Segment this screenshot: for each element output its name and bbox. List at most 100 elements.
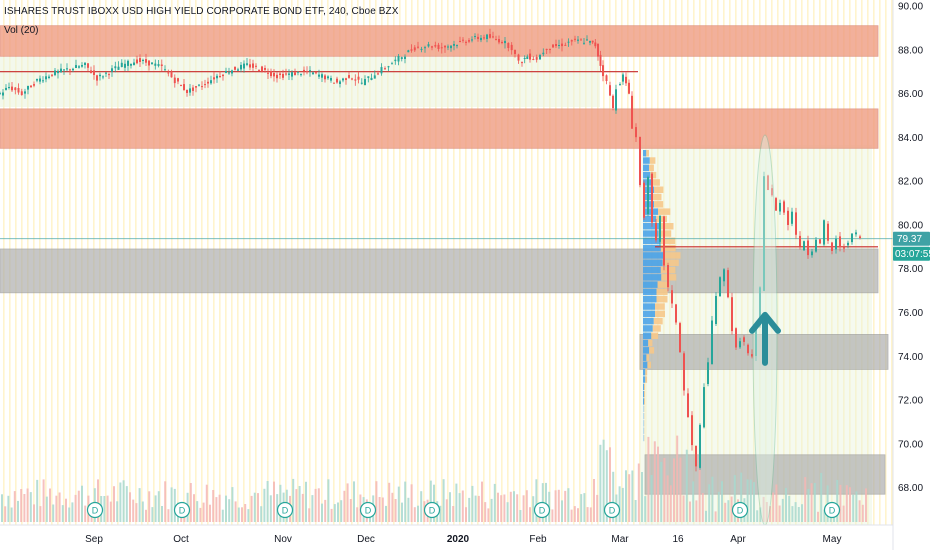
volume-bar (74, 494, 77, 522)
volume-bar (749, 479, 752, 522)
candle-body (213, 77, 215, 80)
volume-profile-bar (650, 171, 657, 179)
volume-bar (439, 505, 442, 522)
volume-profile-bar (658, 208, 671, 215)
y-tick-label: 90.00 (898, 2, 923, 13)
candle-body (715, 296, 717, 324)
volume-bar (417, 505, 419, 522)
volume-bar (250, 495, 253, 522)
volume-bar (813, 483, 816, 522)
volume-bar (61, 505, 64, 522)
volume-bar (839, 484, 842, 522)
candle-body (387, 66, 390, 68)
volume-bar (519, 510, 522, 522)
volume-bar (682, 495, 685, 522)
volume-bar (775, 484, 778, 522)
candle-body (377, 73, 379, 75)
volume-bar (586, 507, 589, 522)
candle-body (480, 37, 482, 41)
volume-bar (253, 492, 256, 522)
x-tick-label: 16 (672, 534, 684, 545)
volume-bar (161, 506, 163, 522)
candle-body (597, 43, 599, 57)
candle-body (739, 341, 741, 348)
candle-body (453, 44, 455, 46)
candle-body (75, 65, 77, 68)
candle-body (591, 40, 594, 43)
volume-bar (801, 504, 803, 522)
candle-body (312, 72, 314, 75)
volume-bar (154, 495, 157, 522)
volume-bar (410, 484, 413, 522)
volume-profile-bar (644, 398, 645, 405)
volume-bar (77, 490, 80, 522)
volume-bar (637, 463, 640, 522)
candle-body (839, 236, 841, 248)
volume-bar (468, 497, 471, 522)
candle-body (234, 66, 236, 70)
candle-body (60, 68, 62, 73)
candle-body (775, 198, 777, 211)
volume-bar (644, 496, 647, 522)
candle-body (586, 39, 588, 41)
volume-profile-bar (660, 244, 676, 252)
y-tick-label: 78.00 (898, 264, 923, 275)
candle-body (27, 85, 29, 90)
overlay-layer (749, 134, 781, 526)
volume-profile-bar (643, 237, 661, 245)
volume-profile-bar (643, 171, 651, 179)
candle-body (243, 63, 245, 69)
candle-body (731, 297, 733, 332)
candle-body (699, 424, 701, 468)
volume-bar (81, 485, 83, 522)
volume-indicator-label[interactable]: Vol (20) (4, 25, 39, 36)
volume-bar (807, 489, 810, 522)
candle-body (201, 86, 203, 88)
volume-bar (522, 495, 525, 522)
volume-bar (189, 483, 192, 522)
volume-bar (577, 508, 579, 522)
volume-bar (445, 499, 448, 522)
candles-layer (0, 28, 861, 472)
candle-body (90, 70, 92, 73)
volume-bar (660, 461, 663, 522)
x-tick-label: Feb (529, 534, 547, 545)
volume-bar (340, 500, 343, 522)
candle-body (189, 88, 191, 93)
candle-body (207, 81, 209, 84)
volume-bar (407, 497, 410, 522)
volume-bar (666, 475, 669, 522)
candle-body (501, 42, 503, 43)
candle-body (136, 59, 138, 64)
candle-body (39, 78, 41, 82)
volume-bar (657, 446, 659, 522)
volume-bar (301, 493, 304, 522)
dividend-marker-icon (533, 501, 551, 519)
volume-profile-bar (653, 193, 662, 201)
dividend-marker-label: D (429, 506, 436, 516)
volume-bar (452, 506, 455, 522)
volume-bar (141, 501, 144, 522)
candle-body (574, 38, 576, 40)
candle-body (17, 88, 20, 93)
candle-body (615, 89, 617, 111)
volume-profile-bar (643, 412, 645, 420)
candle-body (609, 85, 611, 96)
zones-layer (0, 25, 889, 495)
volume-profile-bar (644, 390, 645, 398)
volume-profile-bar (656, 288, 668, 296)
volume-bar (442, 479, 445, 522)
candle-body (380, 67, 383, 74)
volume-bar (173, 488, 176, 522)
volume-bar (634, 500, 637, 522)
candle-body (583, 42, 585, 44)
candle-body (270, 71, 272, 77)
grid-stripe (879, 0, 881, 525)
candle-body (651, 173, 653, 223)
volume-bar (673, 458, 675, 522)
volume-bar (762, 496, 765, 522)
volume-profile-bar (649, 164, 654, 172)
dividend-marker-label: D (92, 506, 99, 516)
